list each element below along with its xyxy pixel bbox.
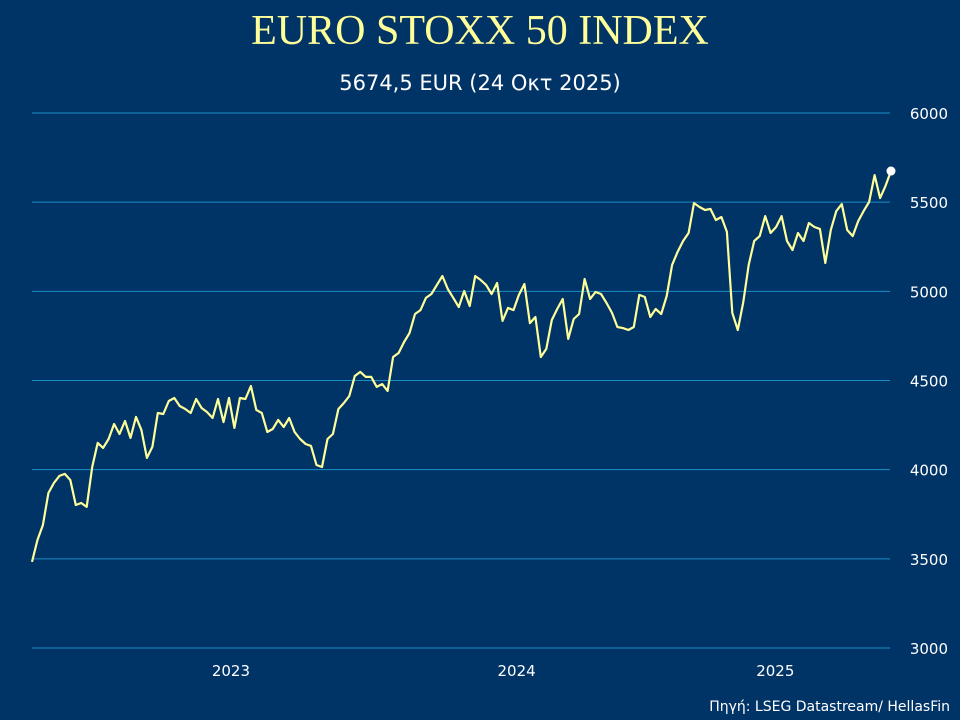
chart-title: EURO STOXX 50 INDEX: [251, 8, 709, 54]
y-tick-label: 5000: [910, 283, 948, 301]
x-tick-label: 2025: [756, 662, 794, 680]
y-tick-label: 5500: [910, 194, 948, 212]
last-point-marker: [886, 166, 896, 176]
x-tick-label: 2024: [498, 662, 536, 680]
y-axis: 3000 3500 4000 4500 5000 5500 6000: [910, 105, 948, 658]
y-tick-label: 4000: [910, 462, 948, 480]
x-tick-label: 2023: [212, 662, 250, 680]
y-tick-label: 6000: [910, 105, 948, 123]
series-line: [30, 170, 893, 563]
chart-subtitle: 5674,5 EUR (24 Οκτ 2025): [339, 71, 621, 95]
y-tick-label: 4500: [910, 373, 948, 391]
gridlines: [32, 112, 890, 649]
y-tick-label: 3500: [910, 551, 948, 569]
y-tick-label: 3000: [910, 640, 948, 658]
x-axis: 2023 2024 2025: [212, 662, 795, 680]
source-note: Πηγή: LSEG Datastream/ HellasFin: [709, 699, 950, 715]
